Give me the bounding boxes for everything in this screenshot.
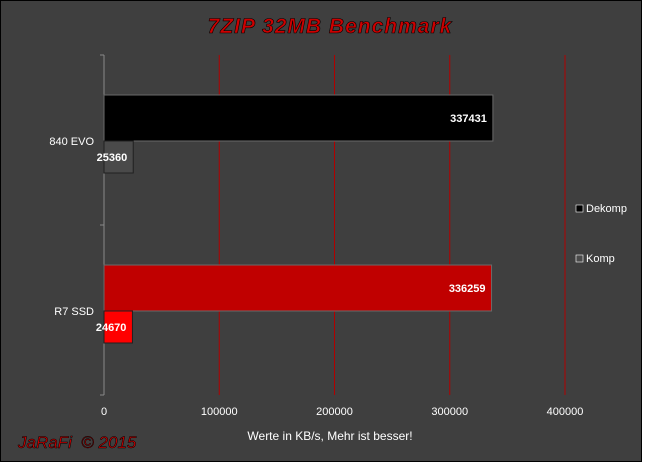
x-tick-label: 0 [101, 406, 107, 418]
x-axis-label: Werte in KB/s, Mehr ist besser! [247, 429, 412, 443]
bar-dekomp [103, 94, 494, 142]
data-labels: 337431 25360 336259 24670 [96, 113, 487, 334]
bars [103, 94, 494, 344]
data-label: 337431 [450, 113, 487, 125]
x-tick-label: 400000 [547, 406, 584, 418]
legend-label: Komp [586, 253, 615, 265]
data-label: 336259 [449, 283, 486, 295]
bar-dekomp [103, 264, 493, 312]
signature-watermark: JaRaFi © 2015 [17, 433, 137, 452]
legend-swatch [575, 254, 584, 263]
category-label: 840 EVO [49, 136, 94, 148]
bar-komp [103, 140, 134, 174]
chart-background [0, 0, 642, 462]
chart-title: 7ZIP 32MB Benchmark [208, 15, 453, 38]
x-tick-label: 300000 [431, 406, 468, 418]
data-label: 25360 [97, 152, 128, 164]
legend-label: Dekomp [586, 203, 627, 215]
legend: Dekomp Komp [575, 203, 627, 265]
bar-komp [103, 310, 133, 344]
data-label: 24670 [96, 322, 127, 334]
chart-svg: 7ZIP 32MB Benchmark 0 100000 200000 300000 4… [0, 0, 642, 462]
chart-frame: 7ZIP 32MB Benchmark 0 100000 200000 300000 4… [0, 0, 642, 462]
x-tick-label: 100000 [201, 406, 238, 418]
category-label: R7 SSD [54, 306, 94, 318]
legend-swatch [575, 204, 584, 213]
x-tick-label: 200000 [316, 406, 353, 418]
